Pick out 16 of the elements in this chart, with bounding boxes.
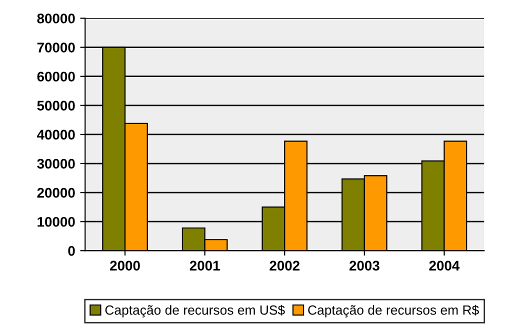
y-tick-label: 50000 xyxy=(37,100,75,111)
y-tick-label: 70000 xyxy=(37,42,75,52)
legend-label: Captação de recursos em US$ xyxy=(105,304,285,318)
legend-label: Captação de recursos em R$ xyxy=(308,304,479,318)
x-tick-label: 2004 xyxy=(429,260,460,271)
x-tick-label: 2001 xyxy=(190,260,220,271)
x-tick-label: 2003 xyxy=(349,260,380,271)
y-tick-label: 0 xyxy=(68,246,75,256)
y-tick-label: 20000 xyxy=(37,188,75,198)
y-tick-label: 10000 xyxy=(38,216,75,227)
y-tick-label: 30000 xyxy=(37,158,75,169)
y-tick-label: 80000 xyxy=(37,14,75,24)
x-tick-label: 2000 xyxy=(110,260,140,271)
y-tick-label: 40000 xyxy=(36,130,75,140)
x-tick-label: 2002 xyxy=(270,260,300,271)
y-tick-label: 60000 xyxy=(37,72,75,82)
